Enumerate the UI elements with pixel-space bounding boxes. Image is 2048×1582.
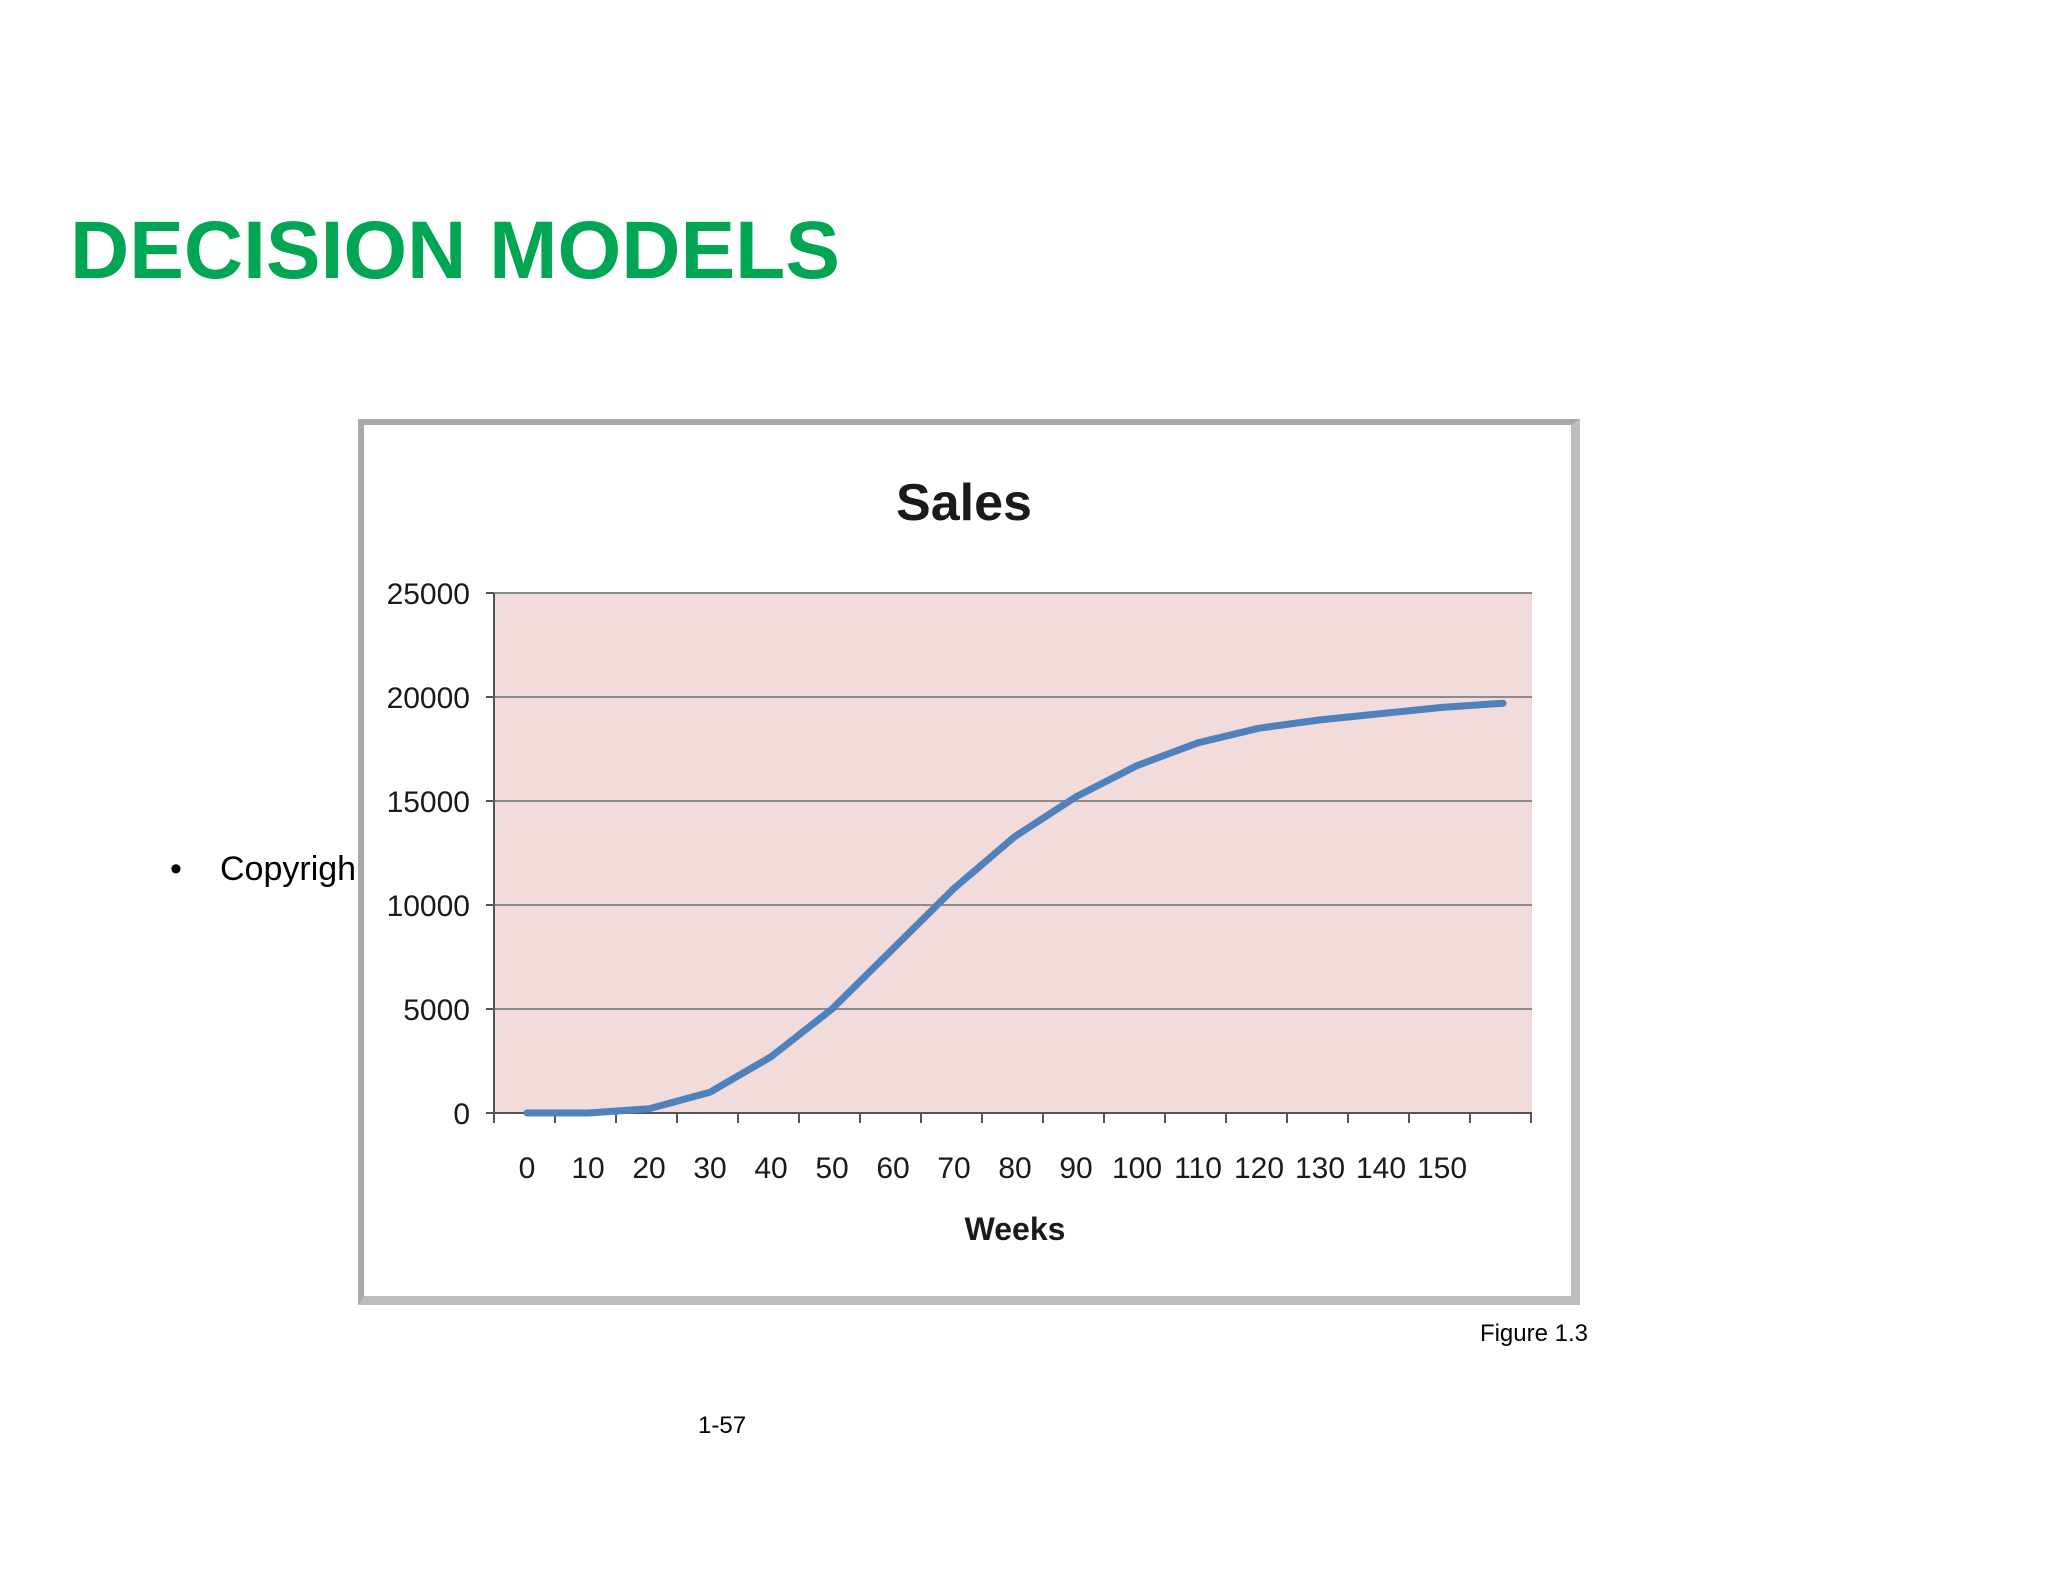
- y-axis: 0 5000 10000 15000 20000 25000: [387, 578, 495, 1131]
- x-tick-label: 60: [876, 1152, 909, 1185]
- page-number: 1-57: [698, 1412, 747, 1439]
- x-tick-label: 10: [571, 1152, 604, 1185]
- y-tick-label: 5000: [403, 994, 470, 1027]
- bullet-item: • Copyrigh: [170, 852, 356, 886]
- sales-series-line: [523, 699, 1507, 1117]
- plot-area: [494, 593, 1532, 1113]
- x-tick-label: 0: [519, 1152, 536, 1185]
- x-tick-label: 50: [815, 1152, 848, 1185]
- x-tick-label: 150: [1417, 1152, 1467, 1185]
- x-tick-label: 110: [1174, 1152, 1222, 1185]
- x-tick-label: 40: [754, 1152, 787, 1185]
- x-tick-label: 20: [632, 1152, 665, 1185]
- bullet-text: Copyrigh: [220, 850, 357, 888]
- x-tick-label: 70: [937, 1152, 970, 1185]
- y-tick-label: 25000: [387, 578, 470, 611]
- slide-title: DECISION MODELS: [70, 205, 840, 296]
- x-tick-label: 140: [1356, 1152, 1406, 1185]
- x-axis: 0 10 20 30 40 50 60 70 80 90 100 110 120 130 140 150: [493, 1112, 1532, 1185]
- x-tick-label: 90: [1059, 1152, 1092, 1185]
- y-tick-label: 10000: [387, 890, 470, 923]
- x-tick-label: 80: [998, 1152, 1031, 1185]
- x-tick-label: 130: [1295, 1152, 1345, 1185]
- bullet-marker: •: [170, 850, 182, 888]
- y-tick-label: 15000: [387, 786, 470, 819]
- figure-caption: Figure 1.3: [1479, 1320, 1588, 1347]
- y-tick-label: 20000: [387, 682, 470, 715]
- x-tick-label: 30: [693, 1152, 726, 1185]
- gridlines: [494, 592, 1532, 1010]
- x-tick-label: 120: [1234, 1152, 1284, 1185]
- x-axis-label: Weeks: [965, 1211, 1066, 1247]
- y-tick-label: 0: [453, 1098, 470, 1131]
- x-tick-label: 100: [1112, 1152, 1162, 1185]
- chart-title: Sales: [896, 474, 1032, 532]
